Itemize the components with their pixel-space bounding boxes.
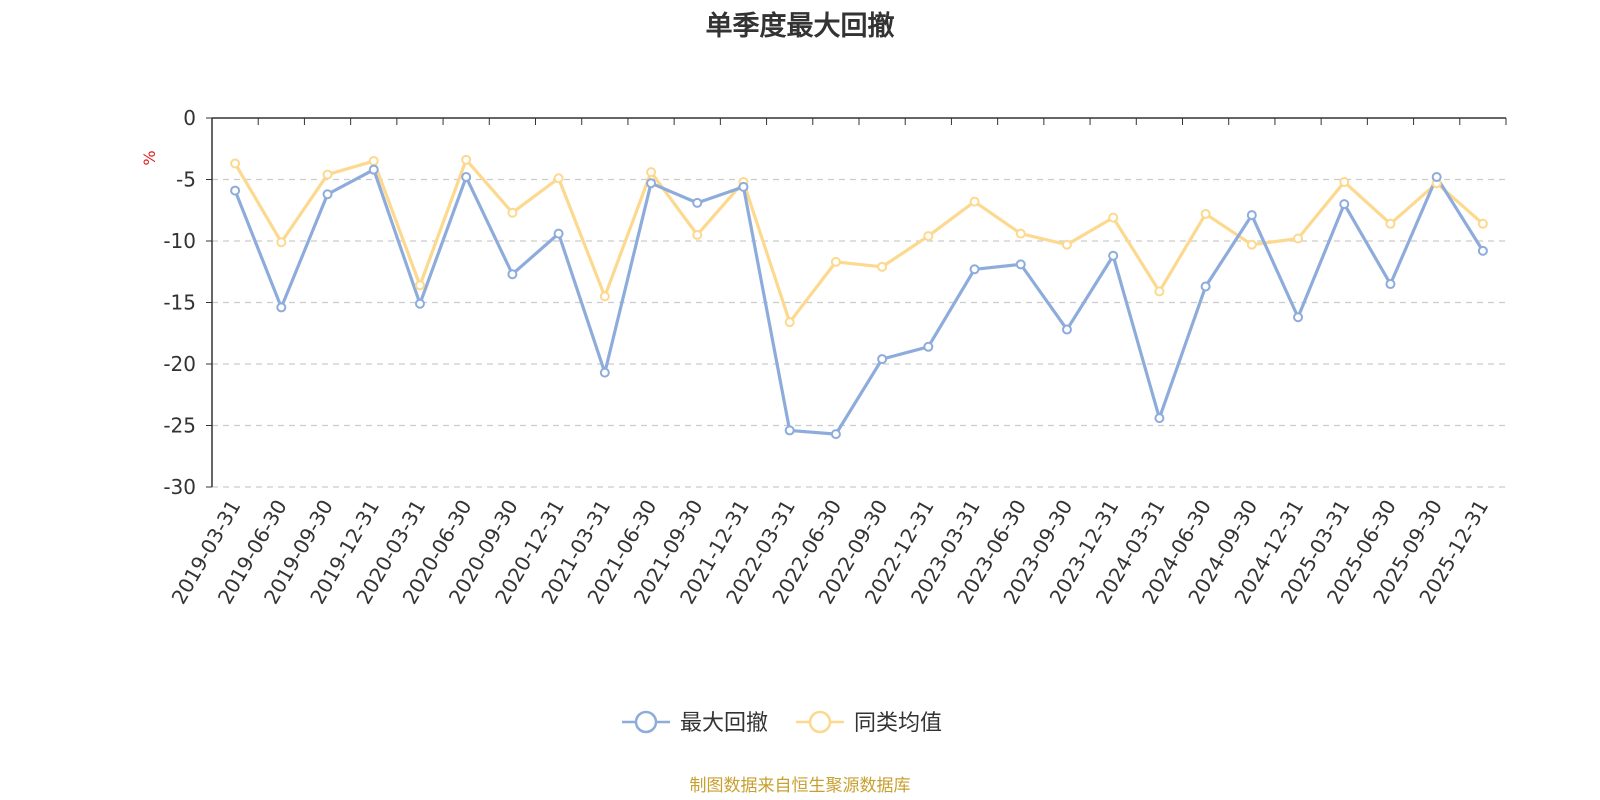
data-point [646,178,657,189]
data-point [276,237,287,248]
data-point [969,196,980,207]
data-point [414,298,425,309]
data-point [1015,259,1026,270]
data-point [784,317,795,328]
data-point [1200,208,1211,219]
legend-label: 同类均值 [854,711,942,736]
data-point [1431,172,1442,183]
data-point [1477,245,1488,256]
data-point [646,167,657,178]
data-point [830,429,841,440]
data-point [1339,176,1350,187]
data-point [1246,239,1257,250]
data-point [1293,233,1304,244]
data-point [368,156,379,167]
data-point [1015,228,1026,239]
data-point [1339,199,1350,210]
data-point [969,264,980,275]
data-point [461,154,472,165]
data-point [830,256,841,267]
data-point [1385,279,1396,290]
data-point [322,169,333,180]
data-point [1385,218,1396,229]
data-point [553,228,564,239]
series-line [233,168,1485,436]
y-tick-label: -15 [163,291,196,315]
data-point [230,185,241,196]
chart-title: 单季度最大回撤 [705,11,895,42]
legend-marker [634,710,658,734]
y-tick-label: -5 [176,168,196,192]
data-point [923,231,934,242]
data-point [599,367,610,378]
data-point [1477,218,1488,229]
data-point [1154,413,1165,424]
y-tick-label: -30 [163,475,196,499]
data-point [368,164,379,175]
data-point [784,425,795,436]
data-point [692,229,703,240]
data-point [923,341,934,352]
y-tick-label: -10 [163,229,196,253]
data-point [1108,250,1119,261]
data-point [1108,212,1119,223]
legend-marker [808,710,832,734]
data-point [1200,281,1211,292]
y-tick-label: 0 [183,106,196,130]
data-point [230,158,241,169]
data-point [692,197,703,208]
y-tick-label: -25 [163,414,196,438]
data-point [1293,312,1304,323]
y-tick-label: -20 [163,352,196,376]
data-point [877,261,888,272]
data-point [276,302,287,313]
data-point [738,181,749,192]
data-point [461,172,472,183]
data-point [877,354,888,365]
y-axis-label: % [140,150,159,165]
data-point [1246,210,1257,221]
legend-label: 最大回撤 [680,711,768,736]
data-point [322,189,333,200]
data-point [553,173,564,184]
data-point [414,280,425,291]
data-point [1061,324,1072,335]
data-point [1061,239,1072,250]
data-point [599,291,610,302]
data-point [507,207,518,218]
series-line [233,158,1484,324]
data-point [507,269,518,280]
data-point [1154,286,1165,297]
source-note: 制图数据来自恒生聚源数据库 [689,776,911,796]
